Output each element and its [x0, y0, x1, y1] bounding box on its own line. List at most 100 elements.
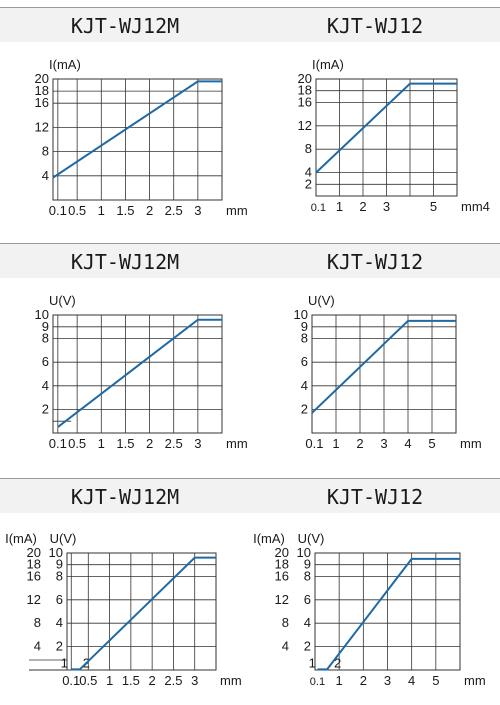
x-tick-label: 2	[360, 673, 367, 688]
x-tick-label: 0.5	[68, 436, 86, 451]
x-tick-label: 0.1	[311, 202, 326, 214]
y-tick-label: 9	[42, 319, 49, 334]
section-title-right: KJT-WJ12	[326, 14, 424, 38]
y-tick-label-outer: 18	[275, 557, 289, 572]
x-tick-label: 3	[380, 436, 387, 451]
y-tick-label: 16	[35, 95, 49, 110]
section-header-3: KJT-WJ12M KJT-WJ12	[0, 478, 500, 513]
x-tick-label: 3	[191, 673, 198, 688]
x-tick-label: 1	[336, 673, 343, 688]
x-tick-label: 3	[383, 199, 390, 214]
series-line	[57, 318, 222, 428]
x-tick-label: 1	[332, 436, 339, 451]
y-tick-label: 18	[35, 83, 49, 98]
x-axis-label: mm4	[461, 199, 490, 214]
series-line	[71, 556, 216, 671]
plot-frame	[52, 78, 223, 201]
x-tick-label: 5	[430, 199, 437, 214]
x-tick-label: 3	[194, 203, 201, 218]
section-header-1: KJT-WJ12M KJT-WJ12	[0, 7, 500, 42]
x-tick-label: 0.1	[49, 203, 67, 218]
inner-label: 1	[309, 655, 316, 670]
y-tick-label: 10	[294, 307, 308, 322]
y-tick-label: 2	[56, 639, 63, 654]
x-axis-label: mm	[464, 673, 486, 688]
y-tick-label: 10	[35, 307, 49, 322]
x-tick-label: 1.5	[122, 673, 140, 688]
y-tick-label: 4	[301, 378, 308, 393]
y-tick-label: 16	[298, 94, 312, 109]
x-tick-label: 3	[194, 436, 201, 451]
x-tick-label: 3	[384, 673, 391, 688]
x-tick-label: 1.5	[116, 203, 134, 218]
x-tick-label: 1.5	[116, 436, 134, 451]
x-tick-label: 2	[356, 436, 363, 451]
x-tick-label: 0.1	[62, 673, 80, 688]
y-tick-label-outer: 20	[275, 545, 289, 560]
y-tick-label: 8	[56, 568, 63, 583]
y-axis-label: U(V)	[308, 293, 335, 308]
y-tick-label: 20	[298, 71, 312, 86]
y-tick-label-outer: 20	[27, 545, 41, 560]
y-tick-label-outer: 8	[282, 615, 289, 630]
x-tick-label: 5	[428, 436, 435, 451]
section-title-left: KJT-WJ12M	[70, 14, 180, 38]
y-tick-label: 4	[305, 165, 312, 180]
x-axis-label: mm	[460, 436, 482, 451]
inner-label: 1	[61, 655, 68, 670]
x-tick-label: 2.5	[164, 673, 182, 688]
x-tick-label: 0.5	[79, 673, 97, 688]
y-axis-label: I(mA)	[312, 57, 344, 72]
y-tick-label-outer: 16	[27, 568, 41, 583]
y-tick-label: 9	[301, 319, 308, 334]
x-tick-label: 2	[359, 199, 366, 214]
y-tick-label: 10	[297, 545, 311, 560]
x-tick-label: 0.1	[49, 436, 67, 451]
section-title-left: KJT-WJ12M	[70, 250, 180, 274]
x-tick-label: 2	[146, 203, 153, 218]
y-tick-label-outer: 16	[275, 568, 289, 583]
x-tick-label: 0.5	[68, 203, 86, 218]
y-tick-label: 8	[304, 568, 311, 583]
x-tick-label: 2.5	[165, 203, 183, 218]
y-tick-label: 6	[56, 592, 63, 607]
y-tick-label: 10	[49, 545, 63, 560]
y-tick-label: 2	[304, 639, 311, 654]
y-axis-label-secondary: U(V)	[298, 531, 325, 546]
x-tick-label: 0.1	[310, 676, 325, 688]
x-axis-label: mm	[226, 203, 248, 218]
x-tick-label: 1	[106, 673, 113, 688]
section-header-2: KJT-WJ12M KJT-WJ12	[0, 243, 500, 278]
y-tick-label: 4	[304, 615, 311, 630]
y-tick-label: 8	[42, 331, 49, 346]
x-tick-label: 1	[98, 436, 105, 451]
y-tick-label: 4	[42, 168, 49, 183]
y-tick-label: 6	[42, 354, 49, 369]
y-tick-label-outer: 12	[275, 592, 289, 607]
section-title-right: KJT-WJ12	[326, 485, 424, 509]
y-axis-label: I(mA)	[253, 531, 285, 546]
section-title-right: KJT-WJ12	[326, 250, 424, 274]
inner-label: 2	[334, 655, 341, 670]
series-line	[52, 80, 222, 179]
y-tick-label: 4	[56, 615, 63, 630]
y-tick-label: 2	[42, 401, 49, 416]
y-tick-label: 8	[42, 144, 49, 159]
y-axis-label-secondary: U(V)	[50, 531, 77, 546]
y-tick-label: 6	[304, 592, 311, 607]
x-axis-label: mm	[226, 436, 248, 451]
y-tick-label: 9	[304, 557, 311, 572]
series-line	[317, 557, 460, 671]
y-tick-label: 8	[301, 331, 308, 346]
x-tick-label: 2	[146, 436, 153, 451]
y-axis-label: I(mA)	[5, 531, 37, 546]
x-axis-label: mm	[220, 673, 242, 688]
x-tick-label: 1	[336, 199, 343, 214]
x-tick-label: 4	[404, 436, 411, 451]
series-line	[311, 319, 456, 414]
plot-frame	[66, 552, 217, 671]
section-title-left: KJT-WJ12M	[70, 485, 180, 509]
x-tick-label: 2.5	[165, 436, 183, 451]
y-tick-label: 4	[42, 378, 49, 393]
x-tick-label: 1	[98, 203, 105, 218]
